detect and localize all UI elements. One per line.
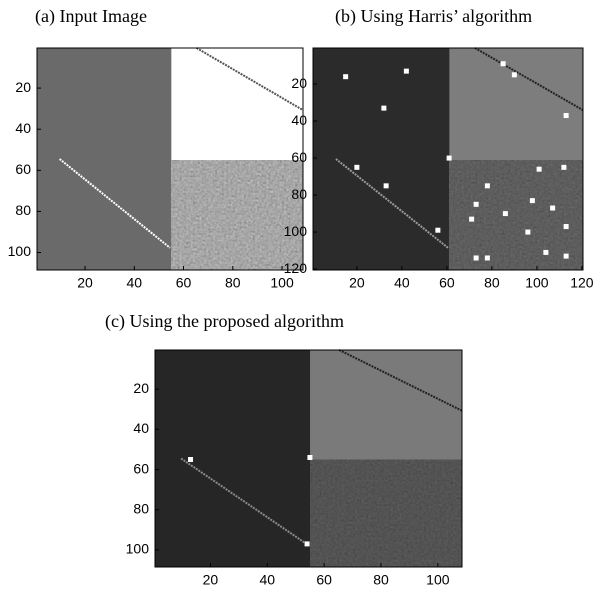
figure: (a) Input Image2040608010020406080100(b)… — [0, 0, 598, 609]
y-tick-label: 120 — [284, 260, 308, 276]
x-tick-label: 60 — [439, 275, 455, 291]
panel: (c) Using the proposed algorithm 20 40 60 80… — [105, 311, 462, 588]
x-tick-label: 60 — [176, 275, 192, 291]
detected-corner — [435, 228, 440, 233]
panel-title: (c) Using the proposed algorithm — [105, 311, 344, 332]
x-tick-label: 120 — [570, 275, 594, 291]
detected-corner — [474, 202, 479, 207]
detected-corner — [381, 106, 386, 111]
x-tick-label: 40 — [259, 572, 275, 588]
y-tick-label: 80 — [133, 500, 149, 516]
detected-corner — [305, 541, 310, 546]
detected-corner — [469, 217, 474, 222]
image-bright-quadrant — [449, 48, 583, 160]
detected-corner — [188, 457, 193, 462]
image-noise-quadrant — [171, 160, 303, 270]
y-tick-label: 80 — [291, 186, 307, 202]
y-tick-label: 20 — [133, 380, 149, 396]
detected-corner — [543, 250, 548, 255]
detected-corner — [447, 156, 452, 161]
x-tick-label: 20 — [77, 275, 93, 291]
y-tick-label: 40 — [291, 112, 307, 128]
detected-corner — [564, 224, 569, 229]
detected-corner — [354, 165, 359, 170]
panel: (a) Input Image 20 40 60 80 100 20 40 60 80 100 — [8, 6, 303, 291]
detected-corner — [561, 165, 566, 170]
y-tick-label: 20 — [15, 79, 31, 95]
x-tick-label: 80 — [484, 275, 500, 291]
detected-corner — [501, 61, 506, 66]
y-tick-label: 60 — [291, 149, 307, 165]
y-tick-label: 20 — [291, 75, 307, 91]
detected-corner — [537, 167, 542, 172]
x-tick-label: 100 — [525, 275, 549, 291]
x-tick-label: 80 — [225, 275, 241, 291]
x-tick-label: 100 — [270, 275, 294, 291]
x-tick-label: 40 — [126, 275, 142, 291]
x-tick-label: 20 — [349, 275, 365, 291]
y-tick-label: 60 — [15, 161, 31, 177]
detected-corner — [564, 113, 569, 118]
panel: (b) Using Harris’ algorithm 20 40 60 80 100 12… — [284, 6, 594, 291]
detected-corner — [512, 72, 517, 77]
x-tick-label: 80 — [373, 572, 389, 588]
y-tick-label: 40 — [133, 420, 149, 436]
detected-corner — [343, 74, 348, 79]
image-noise-quadrant — [310, 460, 462, 567]
detected-corner — [530, 198, 535, 203]
y-tick-label: 100 — [126, 541, 150, 557]
detected-corner — [564, 254, 569, 259]
x-tick-label: 20 — [203, 572, 219, 588]
detected-corner — [525, 230, 530, 235]
image-bright-quadrant — [310, 350, 462, 460]
image-bright-quadrant — [171, 48, 303, 160]
y-tick-label: 100 — [284, 223, 308, 239]
detected-corner — [384, 183, 389, 188]
x-tick-label: 60 — [316, 572, 332, 588]
image-noise-quadrant — [449, 160, 583, 270]
y-tick-label: 80 — [15, 202, 31, 218]
detected-corner — [485, 255, 490, 260]
x-tick-label: 40 — [394, 275, 410, 291]
y-tick-label: 60 — [133, 460, 149, 476]
panel-title: (b) Using Harris’ algorithm — [335, 6, 532, 27]
detected-corner — [485, 183, 490, 188]
y-tick-label: 100 — [8, 243, 32, 259]
x-tick-label: 100 — [426, 572, 450, 588]
detected-corner — [404, 69, 409, 74]
detected-corner — [474, 255, 479, 260]
detected-corner — [550, 206, 555, 211]
panel-title: (a) Input Image — [35, 6, 147, 27]
detected-corner — [307, 455, 312, 460]
detected-corner — [503, 211, 508, 216]
y-tick-label: 40 — [15, 120, 31, 136]
